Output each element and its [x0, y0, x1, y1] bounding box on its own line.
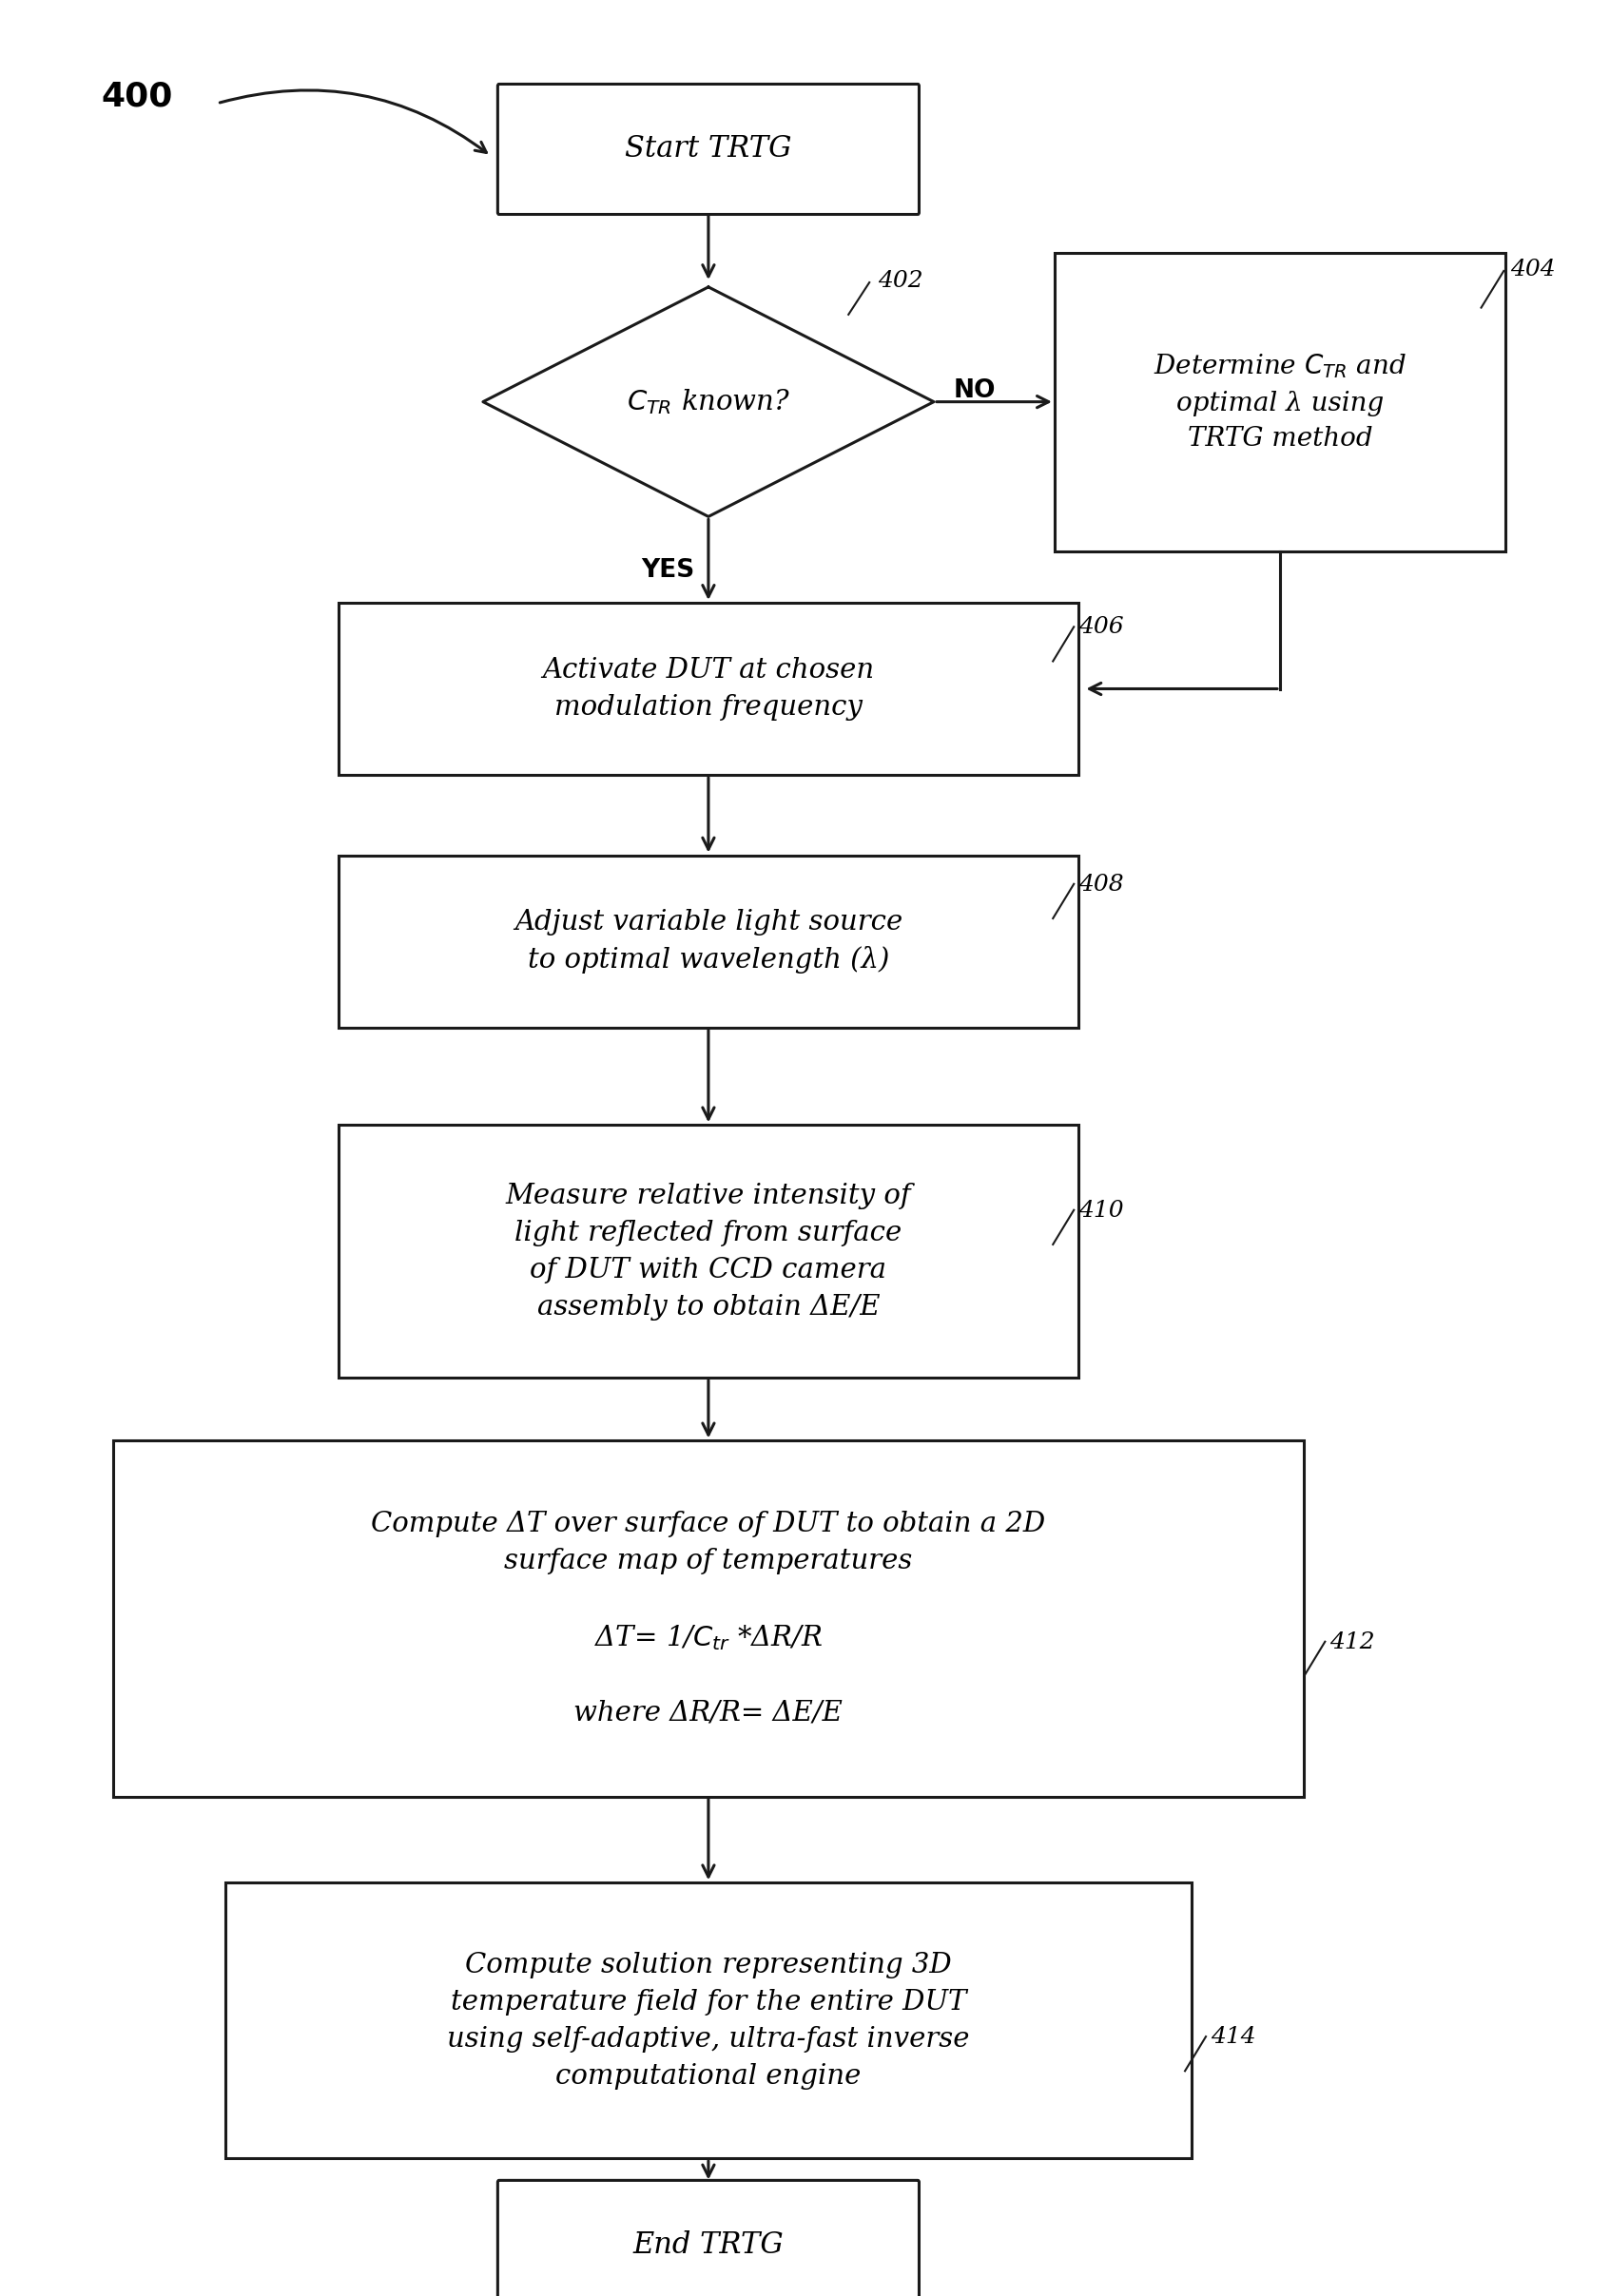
FancyBboxPatch shape: [225, 1883, 1191, 2158]
FancyBboxPatch shape: [338, 604, 1079, 776]
Text: 408: 408: [1079, 872, 1124, 895]
Text: Compute ΔT over surface of DUT to obtain a 2D
surface map of temperatures

ΔT= 1: Compute ΔT over surface of DUT to obtain…: [372, 1511, 1045, 1727]
Text: NO: NO: [953, 379, 995, 402]
FancyBboxPatch shape: [338, 856, 1079, 1029]
Text: Determine $C_{TR}$ and
optimal λ using
TRTG method: Determine $C_{TR}$ and optimal λ using T…: [1154, 351, 1406, 452]
FancyBboxPatch shape: [497, 85, 919, 214]
Text: End TRTG: End TRTG: [633, 2232, 784, 2259]
FancyBboxPatch shape: [113, 1442, 1304, 1795]
Text: 406: 406: [1079, 615, 1124, 638]
Text: 400: 400: [101, 80, 172, 113]
Text: $C_{TR}$ known?: $C_{TR}$ known?: [626, 388, 791, 416]
Text: Activate DUT at chosen
modulation frequency: Activate DUT at chosen modulation freque…: [543, 657, 874, 721]
Text: 402: 402: [877, 269, 923, 292]
Text: Adjust variable light source
to optimal wavelength (λ): Adjust variable light source to optimal …: [514, 909, 903, 974]
Text: YES: YES: [641, 558, 696, 583]
Text: Start TRTG: Start TRTG: [625, 135, 792, 163]
FancyBboxPatch shape: [338, 1125, 1079, 1378]
Text: 414: 414: [1211, 2025, 1256, 2048]
Text: 410: 410: [1079, 1199, 1124, 1221]
Text: Measure relative intensity of
light reflected from surface
of DUT with CCD camer: Measure relative intensity of light refl…: [506, 1182, 911, 1320]
Text: 412: 412: [1330, 1630, 1375, 1653]
FancyBboxPatch shape: [497, 2181, 919, 2296]
Polygon shape: [483, 287, 934, 517]
Text: Compute solution representing 3D
temperature field for the entire DUT
using self: Compute solution representing 3D tempera…: [448, 1952, 969, 2089]
Text: 404: 404: [1510, 257, 1555, 280]
FancyBboxPatch shape: [1055, 253, 1505, 551]
